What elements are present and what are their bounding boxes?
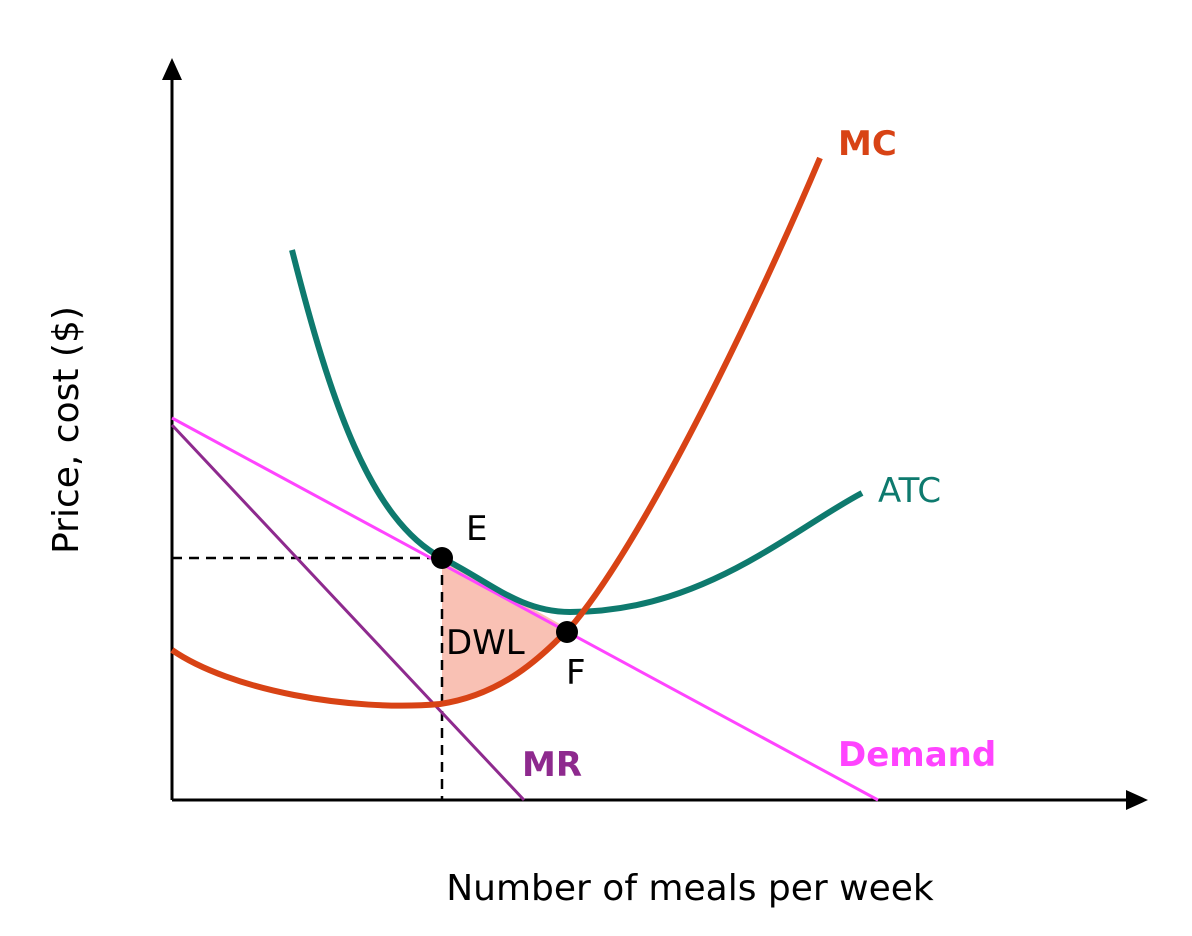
curve-label: ATC: [878, 471, 941, 511]
dwl-region: [442, 558, 567, 703]
x-axis-label: Number of meals per week: [446, 868, 934, 909]
mr-curve: [170, 423, 526, 802]
mc-curve: [170, 156, 823, 709]
y-axis-arrow: [162, 58, 182, 80]
point-f: [556, 621, 578, 643]
x-axis-arrow: [1126, 790, 1148, 810]
y-axis-label: Price, cost ($): [46, 306, 87, 554]
point-label: F: [566, 653, 586, 693]
demand-curve: [171, 416, 879, 802]
point-label: E: [466, 509, 487, 549]
region-label: DWL: [446, 623, 525, 663]
point-e: [431, 547, 453, 569]
curve-label: MR: [522, 745, 582, 785]
curve-label: Demand: [838, 735, 996, 775]
atc-curve: [289, 249, 864, 616]
curve-label: MC: [838, 124, 897, 164]
